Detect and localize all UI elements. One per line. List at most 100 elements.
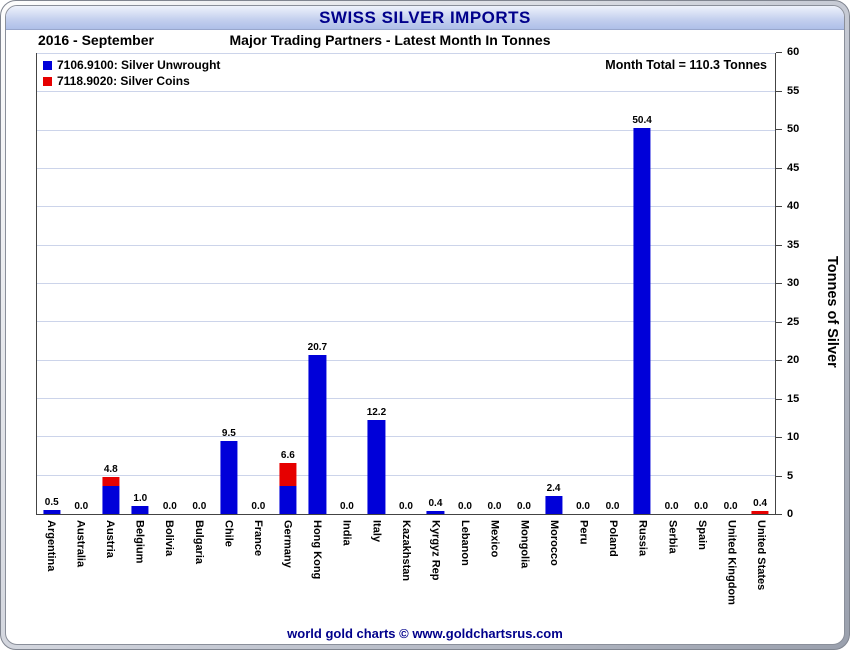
value-label: 0.0 — [398, 501, 413, 512]
x-tick-label: Kyrgyz Rep — [429, 520, 442, 581]
x-tick-label: Bulgaria — [192, 520, 205, 565]
y-tick-mark — [776, 90, 782, 92]
x-label-cell: Bolivia — [154, 517, 184, 623]
y-tick-label: 0 — [787, 508, 794, 520]
value-label: 0.0 — [694, 501, 709, 512]
bar-segment-unwrought — [102, 486, 120, 514]
gridlines — [37, 53, 775, 514]
y-tick-mark — [776, 283, 782, 284]
value-label: 50.4 — [632, 114, 652, 126]
footer-credit: world gold charts © www.goldchartsrus.co… — [287, 625, 563, 641]
y-tick-label: 20 — [787, 354, 800, 367]
x-tick-label: Hong Kong — [311, 520, 324, 580]
bar-segment-unwrought — [131, 506, 149, 514]
gridline — [37, 91, 775, 93]
value-label: 0.0 — [487, 501, 502, 512]
y-tick-mark — [776, 475, 782, 477]
chart-canvas: SWISS SILVER IMPORTS 2016 - September Ma… — [5, 5, 845, 645]
x-axis-labels: Argentina Australia Austria Belgium Bolivia B… — [36, 517, 776, 623]
bar-segment-unwrought — [426, 510, 445, 514]
y-tick-mark — [776, 437, 782, 439]
y-axis-title: Tonnes of Silver — [824, 256, 840, 368]
y-tick-label: 25 — [787, 315, 800, 328]
value-label: 0.0 — [251, 501, 266, 512]
bar-segment-coins — [102, 477, 120, 487]
x-tick-label: Peru — [577, 520, 590, 545]
bar-segment-coins — [751, 510, 769, 514]
gridline — [37, 129, 775, 131]
x-tick-label: India — [340, 520, 353, 546]
bar-column: 0.0 — [657, 54, 687, 514]
bar-column: 0.0 — [391, 54, 421, 514]
bar-segment-unwrought — [367, 420, 385, 514]
y-axis: 0 5 10 15 20 25 30 35 40 45 50 55 60 — [776, 47, 844, 520]
bar-segment-unwrought — [308, 355, 326, 514]
x-tick-label: Mexico — [488, 520, 501, 558]
x-label-cell: Australia — [66, 517, 96, 623]
bar-column: 2.4 — [539, 54, 569, 514]
x-label-cell: Russia — [628, 517, 658, 623]
legend-label-unwrought: 7106.9100: Silver Unwrought — [57, 58, 221, 72]
legend-swatch-unwrought-icon — [43, 60, 52, 70]
x-label-cell: India — [332, 517, 362, 623]
y-tick-mark — [776, 52, 782, 53]
bar-segment-unwrought — [544, 495, 563, 514]
y-tick-label: 60 — [787, 46, 800, 58]
y-tick-mark — [776, 206, 782, 208]
bar-column: 4.8 — [96, 54, 126, 514]
bar-column: 0.4 — [421, 54, 451, 514]
bar-column: 0.0 — [185, 54, 215, 514]
x-label-cell: Germany — [273, 517, 303, 623]
bar-column: 0.5 — [37, 54, 67, 514]
x-label-cell: Italy — [362, 517, 392, 623]
y-tick-label: 55 — [787, 84, 800, 97]
bar-column: 0.0 — [598, 54, 628, 514]
bar-segment-unwrought — [279, 485, 297, 514]
x-label-cell: Belgium — [125, 517, 155, 623]
bar-column: 0.0 — [332, 54, 362, 514]
gridline — [37, 53, 775, 54]
value-label: 0.0 — [605, 501, 620, 512]
value-label: 0.0 — [576, 501, 590, 512]
bars: 0.5 0.0 4.8 1.0 0.0 0.0 9.5 0.0 6.6 20.7 0.0 12.2 0.… — [37, 54, 775, 514]
x-label-cell: Poland — [598, 517, 628, 623]
x-label-cell: United Kingdom — [717, 517, 747, 623]
x-tick-label: Chile — [222, 520, 235, 547]
x-label-cell: United States — [746, 517, 776, 623]
chart-title: SWISS SILVER IMPORTS — [6, 6, 844, 30]
bar-column: 6.6 — [273, 54, 303, 514]
bar-column: 0.0 — [568, 54, 598, 514]
period-label: 2016 - September — [38, 32, 154, 48]
x-tick-label: Morocco — [547, 520, 560, 566]
subtitle-row: 2016 - September Major Trading Partners … — [6, 30, 844, 51]
value-label: 0.0 — [192, 501, 207, 512]
x-tick-label: France — [251, 520, 264, 557]
x-label-cell: Serbia — [657, 517, 687, 623]
y-tick-label: 35 — [787, 238, 800, 251]
legend-item-coins: 7118.9020: Silver Coins — [43, 73, 220, 89]
y-tick-mark — [776, 514, 782, 515]
y-tick-mark — [776, 321, 782, 323]
gridline — [37, 321, 775, 323]
x-label-cell: Morocco — [539, 517, 569, 623]
x-label-cell: Spain — [687, 517, 717, 623]
bar-segment-unwrought — [43, 510, 61, 514]
y-tick-label: 5 — [787, 469, 794, 482]
value-label: 0.0 — [664, 501, 679, 512]
x-tick-label: Germany — [281, 520, 294, 568]
gridline — [37, 359, 775, 361]
chart-subtitle: Major Trading Partners - Latest Month In… — [229, 32, 551, 48]
x-label-cell: Argentina — [36, 517, 66, 623]
bar-column: 12.2 — [362, 54, 392, 514]
y-tick-mark — [776, 129, 782, 130]
bar-column: 0.4 — [745, 54, 775, 514]
legend: 7106.9100: Silver Unwrought 7118.9020: S… — [43, 57, 220, 89]
x-label-cell: Peru — [569, 517, 599, 623]
bar-column: 0.0 — [716, 54, 746, 514]
value-label: 0.4 — [753, 497, 768, 509]
bar-segment-unwrought — [220, 441, 238, 514]
x-tick-label: Kazakhstan — [399, 520, 412, 582]
x-tick-label: Belgium — [133, 520, 146, 564]
x-tick-label: Lebanon — [459, 520, 472, 566]
